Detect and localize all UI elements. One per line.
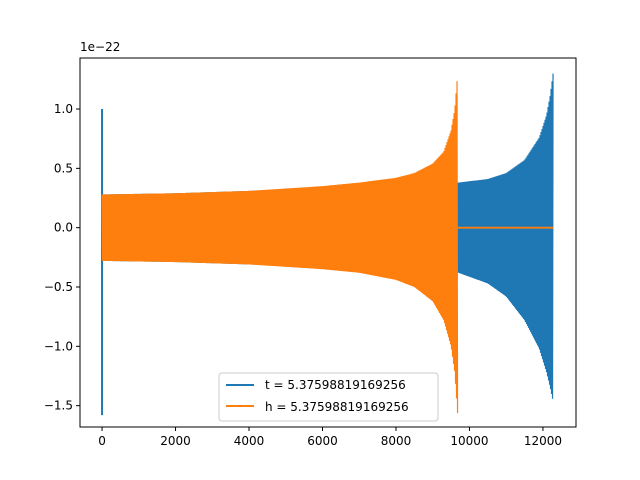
- legend-label-t: t = 5.37598819169256: [265, 378, 406, 392]
- plot-area: [101, 73, 554, 416]
- x-tick-label: 12000: [524, 434, 562, 448]
- x-tick-label: 10000: [450, 434, 488, 448]
- x-tick-label: 0: [98, 434, 106, 448]
- y-axis: 1.0 0.5 0.0 −0.5 −1.0 −1.5: [44, 102, 80, 413]
- legend-frame: [218, 372, 439, 422]
- y-tick-label: −0.5: [44, 280, 73, 294]
- y-tick-label: −1.0: [44, 339, 73, 353]
- axes-frame: [79, 57, 577, 428]
- x-tick-label: 4000: [234, 434, 265, 448]
- series-h: [101, 81, 554, 413]
- legend: t = 5.37598819169256 h = 5.3759881916925…: [218, 372, 439, 422]
- x-tick-label: 6000: [307, 434, 338, 448]
- x-tick-label: 8000: [381, 434, 412, 448]
- y-tick-label: 0.0: [54, 221, 73, 235]
- x-axis: 0 2000 4000 6000 8000 10000 12000: [98, 427, 562, 448]
- series-oscillation-h: [101, 81, 459, 413]
- y-tick-label: −1.5: [44, 399, 73, 413]
- legend-label-h: h = 5.37598819169256: [265, 400, 409, 414]
- y-tick-label: 0.5: [54, 161, 73, 175]
- y-tick-label: 1.0: [54, 102, 73, 116]
- x-tick-label: 2000: [160, 434, 191, 448]
- y-offset-label: 1e−22: [80, 40, 120, 54]
